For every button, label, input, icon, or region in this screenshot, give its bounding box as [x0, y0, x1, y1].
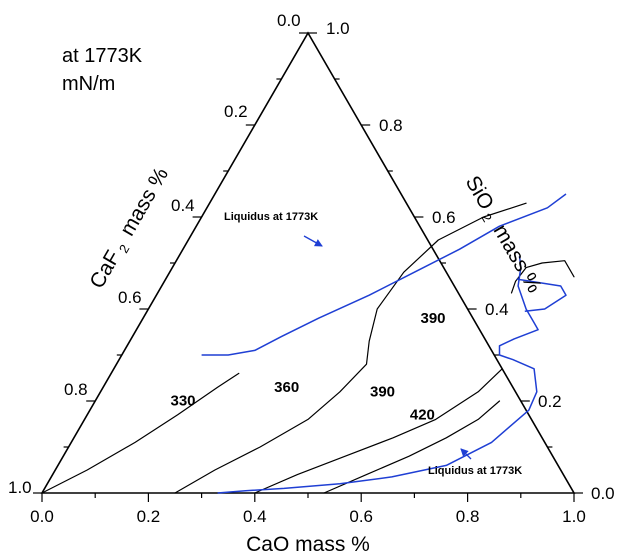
- cao-axis-title: CaO mass %: [246, 533, 370, 556]
- cao-tick-2: 0.4: [243, 507, 267, 526]
- sio2-tick-2: 0.4: [485, 300, 509, 319]
- isoline-360-1: [174, 202, 527, 494]
- tick-marks: [33, 32, 583, 502]
- cao-tick-3: 0.6: [349, 507, 373, 526]
- sio2-axis-title: SiO2 mass %: [459, 172, 546, 298]
- sio2-tick-4: 0.8: [379, 116, 403, 135]
- caf2-tick-1: 0.2: [224, 102, 248, 121]
- liquidus-upper: [201, 193, 567, 356]
- sio2-tick-0: 0.0: [591, 484, 615, 503]
- caf2-tick-5: 1.0: [8, 478, 32, 497]
- liquidus-bridge: [516, 278, 567, 313]
- isoline-390-4: [510, 260, 575, 294]
- sio2-tick-5: 1.0: [326, 19, 350, 38]
- cao-tick-1: 0.2: [137, 507, 161, 526]
- caf2-tick-3: 0.6: [118, 288, 142, 307]
- condition-line-1: at 1773K: [62, 45, 143, 67]
- sio2-tick-1: 0.2: [538, 392, 562, 411]
- condition-line-2: mN/m: [62, 73, 115, 95]
- isoline-label-420: 420: [410, 406, 435, 423]
- liquidus-annotation-upper: Liquidus at 1773K: [224, 211, 318, 223]
- isolines: [41, 202, 575, 494]
- isoline-label-330: 330: [170, 393, 195, 410]
- cao-tick-0: 0.0: [30, 507, 54, 526]
- liquidus-annotation-lower: Liquidus at 1773K: [428, 465, 522, 477]
- isoline-420-3: [323, 400, 501, 494]
- sio2-tick-3: 0.6: [432, 208, 456, 227]
- isoline-330-0: [41, 372, 240, 494]
- isoline-label-360: 360: [274, 379, 299, 396]
- caf2-tick-4: 0.8: [64, 380, 88, 399]
- liquidus-lines: [201, 193, 567, 494]
- liquidus-arrow-lower: [460, 448, 472, 460]
- liquidus-arrow-upper: [303, 235, 323, 247]
- caf2-tick-2: 0.4: [171, 196, 195, 215]
- isoline-label-390-lower: 390: [370, 383, 395, 400]
- caf2-axis-title: CaF2 mass %: [85, 164, 174, 294]
- isoline-label-390-upper: 390: [420, 310, 445, 327]
- cao-tick-5: 1.0: [562, 507, 586, 526]
- caf2-tick-0: 0.0: [277, 11, 301, 30]
- isoline-390-2: [254, 368, 503, 494]
- cao-tick-4: 0.8: [456, 507, 480, 526]
